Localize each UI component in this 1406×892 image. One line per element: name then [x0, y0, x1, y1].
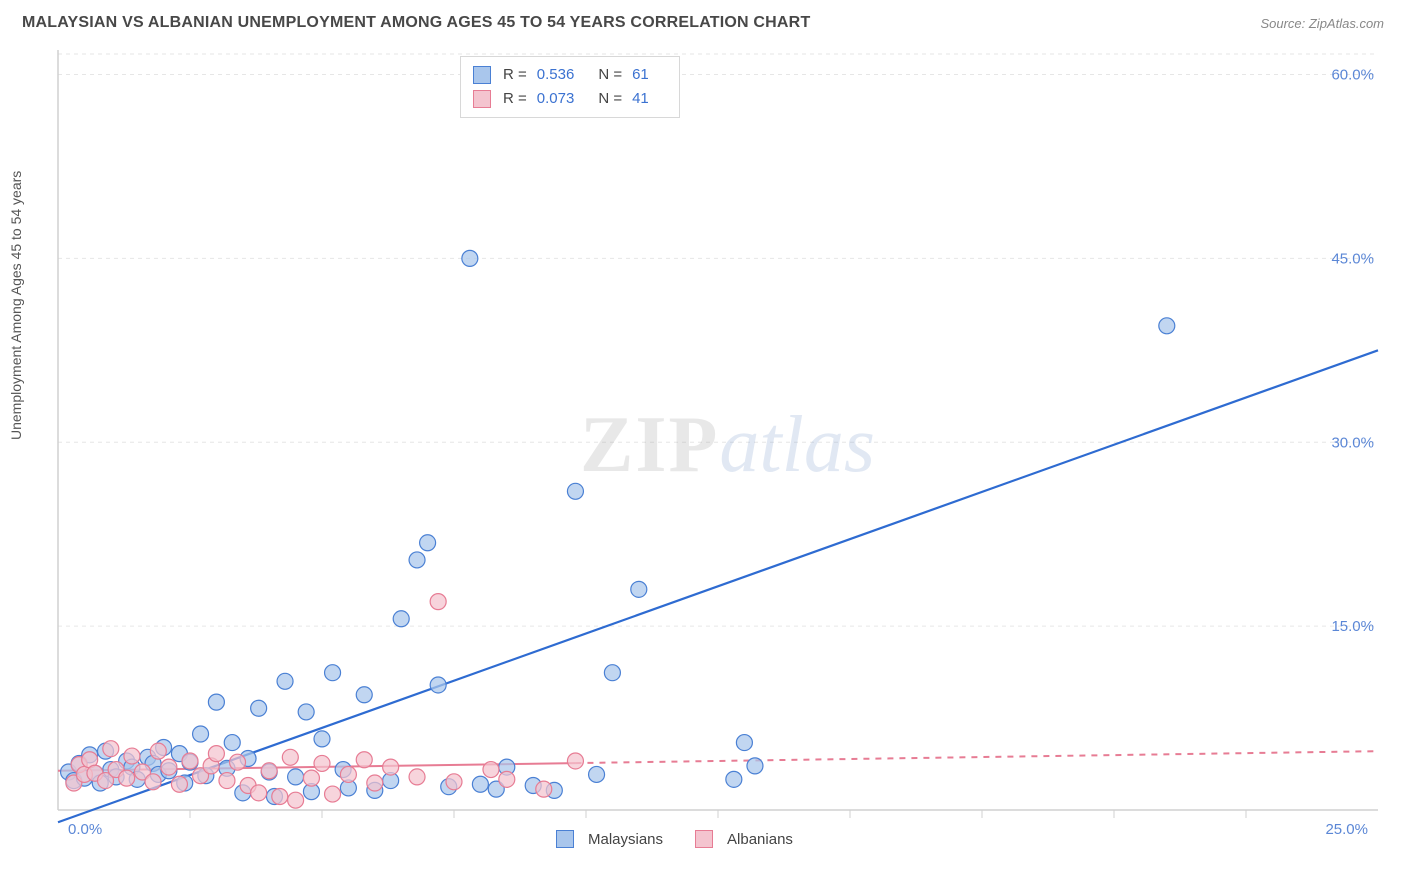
source-attribution: Source: ZipAtlas.com — [1260, 16, 1384, 31]
swatch-pink-icon — [473, 90, 491, 108]
n-value-malaysians: 61 — [632, 63, 649, 87]
n-label: N = — [598, 63, 622, 87]
svg-text:0.0%: 0.0% — [68, 821, 102, 838]
y-axis-label: Unemployment Among Ages 45 to 54 years — [8, 171, 24, 440]
r-value-albanians: 0.073 — [537, 87, 575, 111]
legend-series: Malaysians Albanians — [556, 830, 793, 848]
svg-text:15.0%: 15.0% — [1331, 618, 1374, 635]
svg-text:60.0%: 60.0% — [1331, 67, 1374, 84]
swatch-blue-icon — [556, 830, 574, 848]
legend-statistics: R = 0.536 N = 61 R = 0.073 N = 41 — [460, 56, 680, 118]
r-label: R = — [503, 63, 527, 87]
legend-row-malaysians: R = 0.536 N = 61 — [473, 63, 667, 87]
chart-area: 15.0% 30.0% 45.0% 60.0% 0.0% 25.0% — [48, 50, 1388, 840]
scatter-plot: 15.0% 30.0% 45.0% 60.0% 0.0% 25.0% — [48, 50, 1388, 840]
n-value-albanians: 41 — [632, 87, 649, 111]
legend-row-albanians: R = 0.073 N = 41 — [473, 87, 667, 111]
swatch-pink-icon — [695, 830, 713, 848]
legend-item-malaysians: Malaysians — [556, 830, 663, 848]
chart-title: MALAYSIAN VS ALBANIAN UNEMPLOYMENT AMONG… — [22, 14, 810, 32]
n-label: N = — [598, 87, 622, 111]
r-value-malaysians: 0.536 — [537, 63, 575, 87]
r-label: R = — [503, 87, 527, 111]
legend-label-albanians: Albanians — [727, 831, 793, 848]
svg-text:25.0%: 25.0% — [1325, 821, 1368, 838]
legend-item-albanians: Albanians — [695, 830, 793, 848]
svg-text:30.0%: 30.0% — [1331, 434, 1374, 451]
swatch-blue-icon — [473, 66, 491, 84]
chart-header: MALAYSIAN VS ALBANIAN UNEMPLOYMENT AMONG… — [0, 0, 1406, 46]
svg-text:45.0%: 45.0% — [1331, 250, 1374, 267]
legend-label-malaysians: Malaysians — [588, 831, 663, 848]
